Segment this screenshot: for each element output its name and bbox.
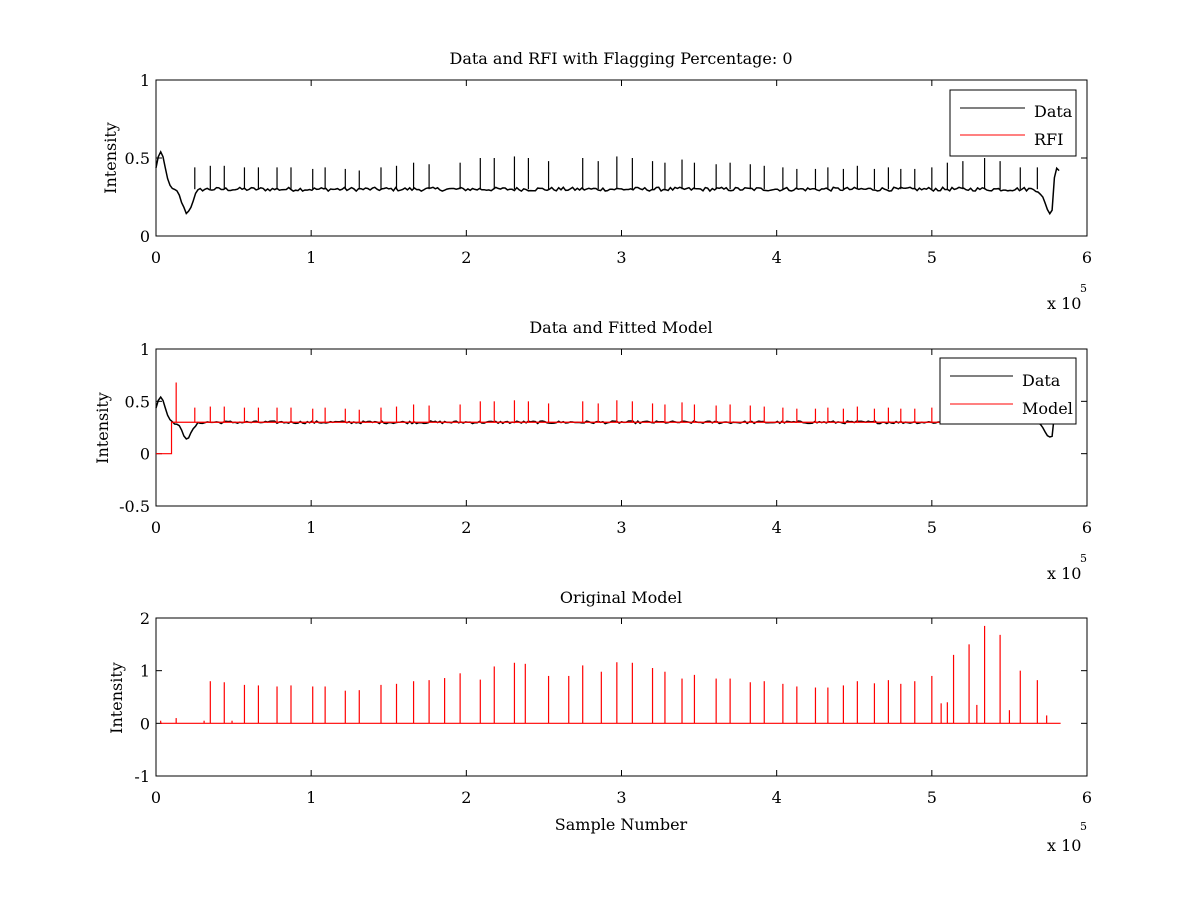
y-tick-label: 1 <box>140 71 150 90</box>
x-tick-label: 4 <box>772 518 782 537</box>
y-tick-label: 0.5 <box>125 392 150 411</box>
x-tick-label: 2 <box>461 788 471 807</box>
x-axis-exponent: x 10 <box>1047 564 1081 583</box>
legend: Data Model <box>939 357 1077 425</box>
panel-title: Data and RFI with Flagging Percentage: 0 <box>449 49 792 68</box>
x-tick-label: 0 <box>151 788 161 807</box>
y-tick-label: 0.5 <box>125 149 150 168</box>
x-tick-label: 5 <box>927 788 937 807</box>
x-tick-label: 6 <box>1082 788 1092 807</box>
y-axis-label: Intensity <box>107 662 126 734</box>
x-tick-label: 2 <box>461 248 471 267</box>
x-tick-label: 6 <box>1082 248 1092 267</box>
y-tick-label: 0 <box>140 714 150 733</box>
x-tick-label: 4 <box>772 788 782 807</box>
x-tick-label: 0 <box>151 518 161 537</box>
x-axis-exponent-power: 5 <box>1080 820 1087 833</box>
y-tick-label: -0.5 <box>119 497 150 516</box>
series-model-line <box>156 421 1061 455</box>
x-tick-label: 4 <box>772 248 782 267</box>
plot-area: 0 1 2 3 4 5 6-0.500.51 <box>119 340 1092 537</box>
legend-label-data: Data <box>1034 102 1073 121</box>
x-tick-label: 3 <box>616 248 626 267</box>
axes-frame <box>155 617 1088 777</box>
x-tick-label: 6 <box>1082 518 1092 537</box>
panel-fitted-model: Data and Fitted Model Intensity 0 1 2 3 4 5 6 -… <box>93 318 1092 583</box>
panel-data-rfi: Data and RFI with Flagging Percentage: 0… <box>101 49 1092 313</box>
y-tick-label: 1 <box>140 340 150 359</box>
x-axis-exponent: x 10 <box>1047 836 1081 855</box>
x-tick-label: 1 <box>306 518 316 537</box>
legend-label-data: Data <box>1022 371 1061 390</box>
x-tick-label: 5 <box>927 248 937 267</box>
x-axis-exponent-power: 5 <box>1080 282 1087 295</box>
x-axis-exponent: x 10 <box>1047 294 1081 313</box>
y-tick-label: 0 <box>140 227 150 246</box>
y-tick-label: 1 <box>140 662 150 681</box>
plot-area: 0 1 2 3 4 5 6 0 0.5 1 <box>125 71 1093 267</box>
x-tick-label: 0 <box>151 248 161 267</box>
x-axis-exponent-power: 5 <box>1080 552 1087 565</box>
x-tick-label: 2 <box>461 518 471 537</box>
x-tick-label: 1 <box>306 248 316 267</box>
x-axis-label: Sample Number <box>555 815 688 834</box>
x-tick-label: 1 <box>306 788 316 807</box>
x-tick-label: 5 <box>927 518 937 537</box>
y-axis-label: Intensity <box>93 392 112 464</box>
legend-label-model: Model <box>1022 399 1073 418</box>
axes-frame <box>155 79 1088 237</box>
y-tick-label: -1 <box>134 767 150 786</box>
y-tick-label: 2 <box>140 609 150 628</box>
legend: Data RFI <box>949 89 1077 157</box>
y-axis-label: Intensity <box>101 122 120 194</box>
x-tick-label: 3 <box>616 518 626 537</box>
legend-label-rfi: RFI <box>1034 130 1063 149</box>
series-data-line <box>155 150 1060 216</box>
panel-title: Original Model <box>560 588 682 607</box>
legend-box <box>949 89 1077 157</box>
panel-title: Data and Fitted Model <box>529 318 712 337</box>
legend-box <box>939 357 1077 425</box>
x-tick-label: 3 <box>616 788 626 807</box>
y-tick-label: 0 <box>140 445 150 464</box>
